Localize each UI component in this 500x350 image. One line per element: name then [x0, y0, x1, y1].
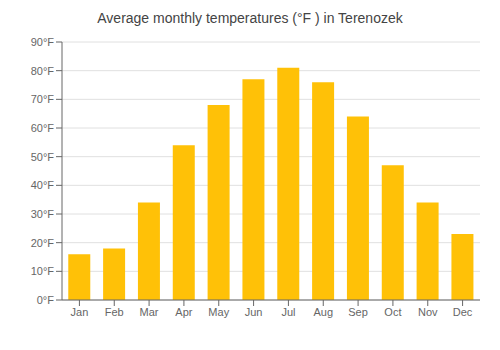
svg-text:30°F: 30°F [31, 208, 55, 220]
svg-text:Oct: Oct [384, 306, 401, 318]
svg-text:80°F: 80°F [31, 65, 55, 77]
svg-text:Feb: Feb [105, 306, 124, 318]
svg-text:Aug: Aug [313, 306, 333, 318]
svg-text:10°F: 10°F [31, 265, 55, 277]
svg-text:90°F: 90°F [31, 36, 55, 48]
svg-text:May: May [208, 306, 229, 318]
svg-text:Dec: Dec [453, 306, 473, 318]
svg-text:70°F: 70°F [31, 93, 55, 105]
svg-text:0°F: 0°F [37, 294, 55, 306]
svg-text:Apr: Apr [175, 306, 192, 318]
html-text:Average monthly temperatures (: Average monthly temperatures (°F ) in Te… [97, 10, 403, 26]
svg-text:60°F: 60°F [31, 122, 55, 134]
svg-text:20°F: 20°F [31, 237, 55, 249]
svg-text:50°F: 50°F [31, 151, 55, 163]
svg-text:40°F: 40°F [31, 179, 55, 191]
svg-text:Jan: Jan [71, 306, 89, 318]
svg-text:Sep: Sep [348, 306, 368, 318]
svg-text:Jun: Jun [245, 306, 263, 318]
svg-text:Nov: Nov [418, 306, 438, 318]
svg-text:Jul: Jul [281, 306, 295, 318]
svg-text:Mar: Mar [140, 306, 159, 318]
